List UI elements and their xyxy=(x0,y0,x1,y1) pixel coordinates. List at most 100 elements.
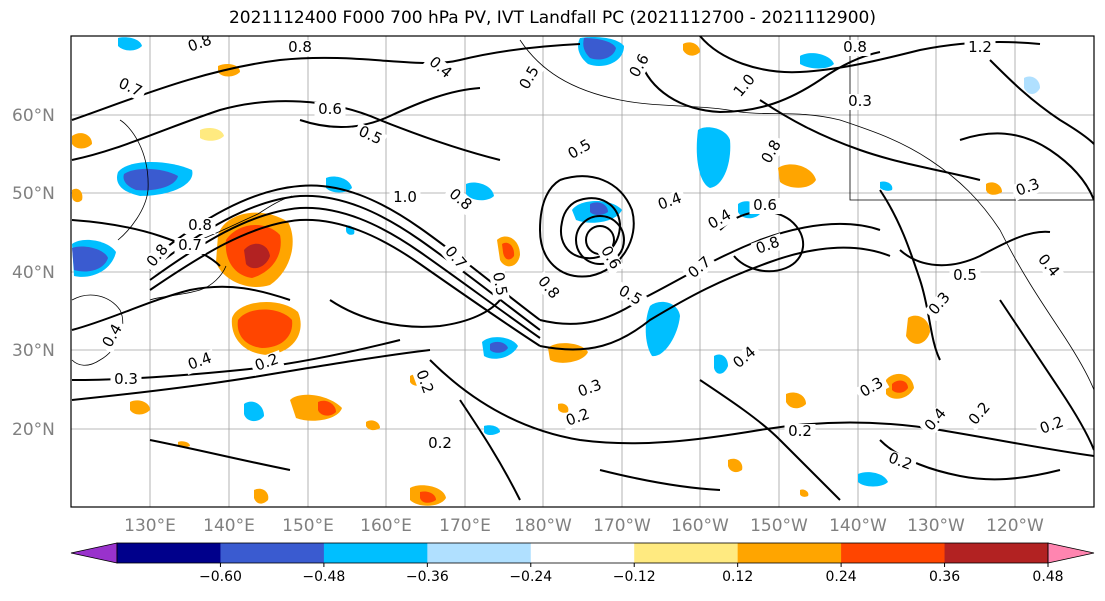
positive-anomaly-region xyxy=(72,133,92,149)
contour-label-bg xyxy=(98,318,128,354)
contour-label: 0.8 xyxy=(288,38,312,56)
lon-tick-label: 140°W xyxy=(829,516,887,536)
colorbar-tick-label: −0.12 xyxy=(613,569,656,585)
contour-label-bg xyxy=(424,436,456,452)
positive-anomaly-region xyxy=(130,400,150,415)
contour-label-bg xyxy=(488,267,510,301)
negative-anomaly-region xyxy=(1024,76,1040,94)
negative-anomaly-region xyxy=(484,425,500,435)
positive-anomaly-region xyxy=(728,458,743,473)
positive-anomaly-region xyxy=(778,164,816,188)
contour-label: 0.5 xyxy=(489,271,511,298)
contour-label-bg xyxy=(141,238,175,274)
lon-tick-label: 150°W xyxy=(750,516,808,536)
colorbar-segment xyxy=(220,543,325,563)
negative-anomaly-region xyxy=(490,341,508,353)
contour-label-bg xyxy=(612,281,648,311)
lat-tick-label: 40°N xyxy=(12,263,55,283)
colorbar-tick-label: −0.48 xyxy=(302,569,345,585)
colorbar-tick-label: 0.12 xyxy=(722,569,753,585)
contour-label-bg xyxy=(442,183,478,217)
colorbar-tick-label: −0.60 xyxy=(199,569,242,585)
contour-label-bg xyxy=(314,102,346,118)
colorbar-segment xyxy=(634,543,739,563)
contour-label-bg xyxy=(949,268,981,284)
contour-label: 0.8 xyxy=(843,38,867,56)
contour-label: 0.7 xyxy=(178,236,202,254)
coastlines xyxy=(71,36,1094,391)
negative-anomaly-region xyxy=(583,38,616,60)
positive-anomaly-region xyxy=(986,182,1002,195)
positive-anomaly-region xyxy=(502,242,515,260)
contour-label-bg xyxy=(352,122,388,150)
lat-tick-label: 50°N xyxy=(12,184,55,204)
lon-tick-label: 160°W xyxy=(671,516,729,536)
negative-anomaly-region xyxy=(72,246,108,272)
contour-label-bg xyxy=(515,60,545,96)
contour-label-bg xyxy=(249,350,285,376)
contour-label-bg xyxy=(562,135,598,165)
contour-label-bg xyxy=(112,74,148,102)
positive-anomaly-region xyxy=(200,128,224,141)
contour-label: 0.3 xyxy=(848,92,872,110)
lon-tick-label: 170°W xyxy=(593,516,651,536)
positive-anomaly-region xyxy=(558,403,569,413)
colorbar-tick-label: 0.48 xyxy=(1032,569,1063,585)
contour-label: 0.2 xyxy=(428,434,452,452)
positive-anomaly-region xyxy=(786,392,806,409)
contour-label-bg xyxy=(1034,413,1070,439)
colorbar-tick-label: −0.24 xyxy=(509,569,552,585)
contour-label-bg xyxy=(182,349,218,375)
negative-anomaly-region xyxy=(466,182,494,201)
contour-label-bg xyxy=(844,94,876,110)
colorbar-segment xyxy=(427,543,532,563)
lon-tick-label: 170°E xyxy=(439,516,491,536)
contour-label-bg xyxy=(728,68,762,104)
colorbar-segment xyxy=(737,543,842,563)
contour-label-bg xyxy=(963,396,997,432)
negative-anomaly-region xyxy=(645,301,680,357)
contour-label-bg xyxy=(854,373,890,403)
colorbar-frame xyxy=(116,542,1049,564)
positive-anomaly-region xyxy=(237,309,293,348)
contour-label: 0.2 xyxy=(788,422,812,440)
contour-label-bg xyxy=(919,402,953,438)
positive-anomaly-region xyxy=(244,243,270,269)
positive-anomaly-region xyxy=(72,188,83,203)
lon-tick-label: 160°E xyxy=(360,516,412,536)
contour-label-bg xyxy=(284,40,316,56)
contour-label-bg xyxy=(560,405,596,431)
negative-anomaly-region xyxy=(244,401,264,422)
negative-anomaly-region xyxy=(590,202,608,215)
negative-anomaly-region xyxy=(800,53,834,69)
contour-label-bg xyxy=(839,40,871,56)
contour-label: 0.5 xyxy=(953,266,977,284)
contour-label-bg xyxy=(727,341,763,375)
positive-anomaly-region xyxy=(366,420,380,431)
colorbar-segment xyxy=(841,543,946,563)
contour-label-bg xyxy=(1010,175,1046,201)
contour-label: 0.8 xyxy=(188,216,212,234)
lon-tick-label: 120°W xyxy=(986,516,1044,536)
contour-label-bg xyxy=(652,189,688,215)
contour-label-bg xyxy=(184,218,216,234)
contour-label-bg xyxy=(531,270,565,306)
lat-tick-label: 20°N xyxy=(12,420,55,440)
colorbar-segment xyxy=(944,543,1049,563)
positive-anomaly-region xyxy=(254,488,269,504)
lon-ticks: 130°E 140°E 150°E 160°E 170°E 180°W 170°… xyxy=(124,516,1044,536)
map-title: 2021112400 F000 700 hPa PV, IVT Landfall… xyxy=(228,8,876,28)
contour-label: 0.6 xyxy=(753,196,777,214)
map-border xyxy=(70,35,1095,508)
lon-tick-label: 150°E xyxy=(282,516,334,536)
contour-label-bg xyxy=(702,205,738,235)
contour-label-bg xyxy=(110,372,142,388)
shaded-anomalies xyxy=(72,36,1040,506)
contour-label-bg xyxy=(784,424,816,440)
colorbar-segment xyxy=(530,543,635,563)
colorbar-segment xyxy=(117,543,221,563)
contour-label-bg xyxy=(964,40,996,56)
colorbar-extend-max xyxy=(1047,542,1095,564)
lat-tick-label: 30°N xyxy=(12,341,55,361)
